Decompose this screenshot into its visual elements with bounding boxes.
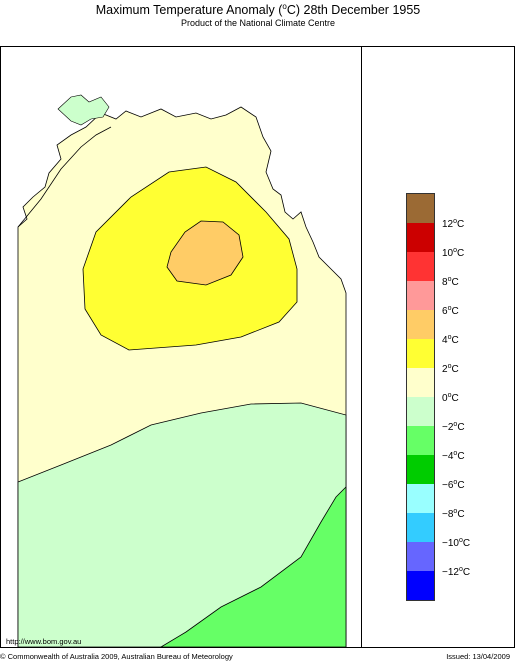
nw-coast-land xyxy=(57,94,110,126)
legend-label: −2oC xyxy=(442,419,465,434)
legend-label-unit: C xyxy=(457,248,465,259)
legend-label-value: −4 xyxy=(442,451,454,462)
panel-divider xyxy=(361,46,362,648)
legend-label-value: 4 xyxy=(442,335,448,346)
legend-label-degree: o xyxy=(447,334,452,341)
legend-label-value: 10 xyxy=(442,248,454,259)
legend-label-unit: C xyxy=(451,306,459,317)
legend-label: −6oC xyxy=(442,477,465,492)
legend-label-unit: C xyxy=(462,567,471,578)
legend-label-degree: o xyxy=(453,479,458,486)
zone-minus4-to-minus2 xyxy=(160,486,347,647)
anomaly-map xyxy=(1,47,361,647)
legend-label-degree: o xyxy=(453,421,458,428)
legend-label: 0oC xyxy=(442,390,459,405)
legend-label-unit: C xyxy=(457,422,465,433)
legend-label: 4oC xyxy=(442,332,459,347)
map-frame xyxy=(0,46,515,648)
legend-label-unit: C xyxy=(451,364,459,375)
legend-label: 10oC xyxy=(442,245,464,260)
issued-date: Issued: 13/04/2009 xyxy=(446,652,510,661)
legend-label-degree: o xyxy=(447,276,452,283)
legend-label-degree: o xyxy=(453,508,458,515)
legend-label-value: −8 xyxy=(442,509,454,520)
legend-label-unit: C xyxy=(457,480,465,491)
legend-label: 8oC xyxy=(442,274,459,289)
legend-swatch xyxy=(407,542,434,571)
legend-label-value: 0 xyxy=(442,393,448,404)
legend-label-unit: C xyxy=(457,451,465,462)
legend-label-unit: C xyxy=(457,509,465,520)
legend-label-degree: o xyxy=(447,305,452,312)
legend-label-value: 8 xyxy=(442,277,448,288)
legend-label-degree: o xyxy=(458,537,463,544)
copyright-text: © Commonwealth of Australia 2009, Austra… xyxy=(0,652,233,661)
legend-label: 12oC xyxy=(442,216,464,231)
legend-swatch xyxy=(407,310,434,339)
legend-swatch xyxy=(407,513,434,542)
legend-label-degree: o xyxy=(458,566,463,573)
legend-label-value: −2 xyxy=(442,422,454,433)
legend-swatch xyxy=(407,571,434,600)
legend-label-unit: C xyxy=(457,219,465,230)
map-title: Maximum Temperature Anomaly (oC) 28th De… xyxy=(95,2,421,18)
legend-label: −10oC xyxy=(442,535,470,550)
legend-label-unit: C xyxy=(462,538,471,549)
legend-swatch xyxy=(407,252,434,281)
legend-label-degree: o xyxy=(447,392,452,399)
zone-4-to-6 xyxy=(166,220,244,286)
legend-label-degree: o xyxy=(447,363,452,370)
legend-label: −4oC xyxy=(442,448,465,463)
legend-label-value: −10 xyxy=(442,538,459,549)
legend-label-unit: C xyxy=(451,277,459,288)
legend-label: −12oC xyxy=(442,564,470,579)
legend-label: 6oC xyxy=(442,303,459,318)
legend-label-value: 6 xyxy=(442,306,448,317)
coastline-line xyxy=(17,126,112,228)
source-url[interactable]: http://www.bom.gov.au xyxy=(6,637,82,646)
legend-swatch xyxy=(407,339,434,368)
legend-swatch xyxy=(407,281,434,310)
legend-label-degree: o xyxy=(453,450,458,457)
legend-swatch xyxy=(407,397,434,426)
legend-label-value: 12 xyxy=(442,219,454,230)
legend-label: 2oC xyxy=(442,361,459,376)
legend-label-degree: o xyxy=(453,247,458,254)
legend-label: −8oC xyxy=(442,506,465,521)
legend-label-value: −12 xyxy=(442,567,459,578)
legend-swatch xyxy=(407,426,434,455)
legend-swatch xyxy=(407,484,434,513)
legend-label-value: 2 xyxy=(442,364,448,375)
legend-label-unit: C xyxy=(451,393,459,404)
legend-label-value: −6 xyxy=(442,480,454,491)
map-subtitle: Product of the National Climate Centre xyxy=(180,18,336,28)
legend-swatch xyxy=(407,368,434,397)
legend-swatch xyxy=(407,194,434,223)
legend-swatch xyxy=(407,455,434,484)
legend-label-unit: C xyxy=(451,335,459,346)
legend-label-degree: o xyxy=(453,218,458,225)
legend-swatch xyxy=(407,223,434,252)
color-legend xyxy=(406,193,435,601)
